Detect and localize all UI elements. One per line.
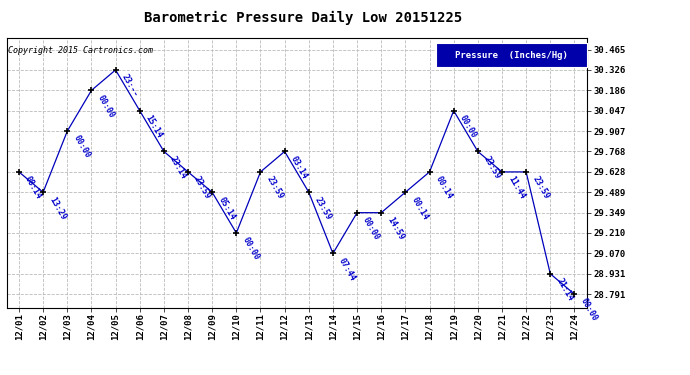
Text: 21:14: 21:14 (555, 276, 575, 303)
Text: 23:59: 23:59 (531, 175, 551, 201)
Text: Copyright 2015 Cartronics.com: Copyright 2015 Cartronics.com (8, 46, 153, 55)
Text: 23:59: 23:59 (482, 154, 502, 180)
Text: 00:00: 00:00 (458, 114, 478, 140)
Text: 00:00: 00:00 (241, 236, 261, 262)
Text: 05:14: 05:14 (217, 195, 237, 221)
Text: 23:14: 23:14 (168, 154, 188, 180)
Text: 08:14: 08:14 (23, 175, 43, 201)
Text: 15:14: 15:14 (144, 114, 164, 140)
Text: 00:00: 00:00 (72, 134, 92, 160)
Text: 00:00: 00:00 (579, 297, 599, 323)
Text: 23:59: 23:59 (313, 195, 333, 221)
Text: 11:44: 11:44 (506, 175, 526, 201)
Text: 03:14: 03:14 (289, 154, 309, 180)
Text: 14:59: 14:59 (386, 216, 406, 242)
Text: 00:14: 00:14 (434, 175, 454, 201)
Text: 00:14: 00:14 (410, 195, 430, 221)
Text: 23:59: 23:59 (193, 175, 213, 201)
Text: Barometric Pressure Daily Low 20151225: Barometric Pressure Daily Low 20151225 (144, 11, 463, 26)
Text: 23:--: 23:-- (120, 73, 140, 99)
Text: 13:29: 13:29 (48, 195, 68, 221)
Text: 23:59: 23:59 (265, 175, 285, 201)
Text: 00:00: 00:00 (96, 93, 116, 119)
Text: 07:44: 07:44 (337, 256, 357, 282)
Text: 00:00: 00:00 (362, 216, 382, 242)
